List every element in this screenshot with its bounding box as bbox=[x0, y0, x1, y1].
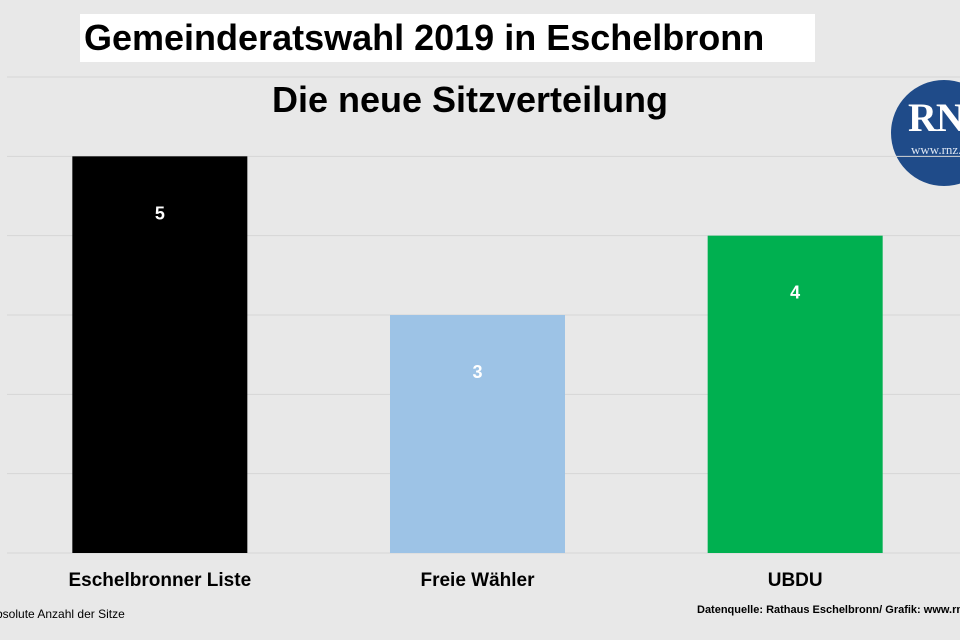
footnote-seat-count: Absolute Anzahl der Sitze bbox=[0, 607, 125, 621]
data-label: 5 bbox=[155, 203, 165, 223]
data-label: 4 bbox=[790, 283, 800, 303]
data-label: 3 bbox=[472, 362, 482, 382]
bar bbox=[707, 235, 883, 553]
logo-url: www.rnz.de bbox=[911, 142, 960, 157]
category-label: UBDU bbox=[768, 570, 823, 591]
bar bbox=[72, 156, 248, 554]
logo-text: RNZ bbox=[908, 95, 960, 140]
chart-title: Gemeinderatswahl 2019 in Eschelbronn bbox=[84, 17, 765, 58]
category-label: Freie Wähler bbox=[420, 570, 535, 591]
title-background bbox=[80, 14, 815, 62]
category-label: Eschelbronner Liste bbox=[68, 570, 251, 591]
footnote-data-source: Datenquelle: Rathaus Eschelbronn/ Grafik… bbox=[697, 604, 960, 616]
chart-subtitle: Die neue Sitzverteilung bbox=[271, 79, 669, 120]
bar bbox=[390, 315, 565, 553]
